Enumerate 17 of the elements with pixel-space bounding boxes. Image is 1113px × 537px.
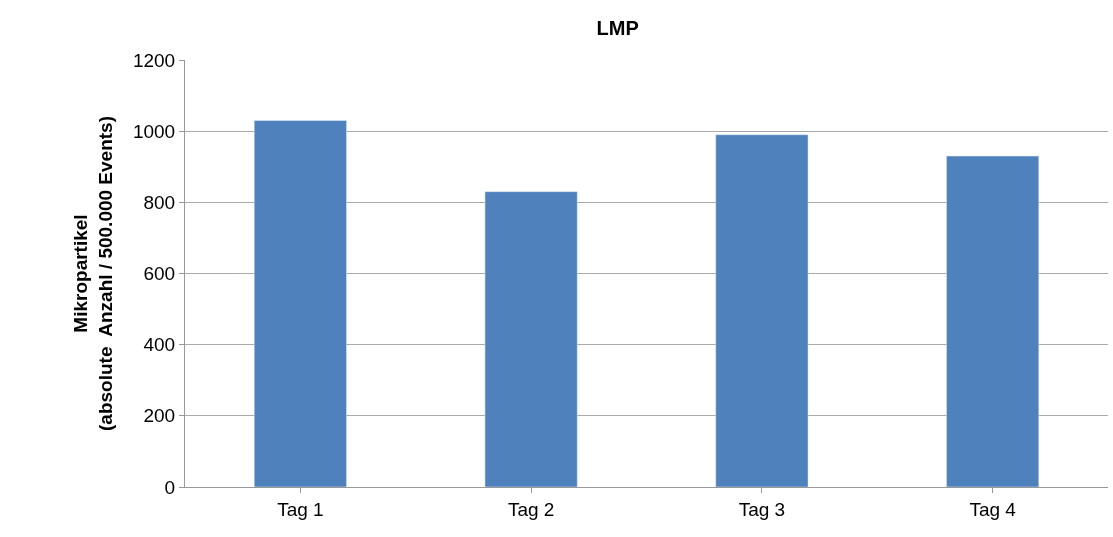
- x-tick-label: Tag 4: [969, 498, 1017, 520]
- y-tick-label: 200: [143, 405, 176, 427]
- x-tick-label: Tag 3: [738, 498, 786, 520]
- bar: [253, 120, 347, 487]
- y-tick-label: 1000: [132, 120, 176, 142]
- y-tick-label: 800: [143, 191, 176, 213]
- y-tick-label: 600: [143, 263, 176, 285]
- bar: [946, 155, 1040, 487]
- y-tick-label: 400: [143, 334, 176, 356]
- bar: [715, 134, 809, 487]
- bar: [484, 191, 578, 487]
- y-tick-label: 0: [164, 476, 176, 498]
- y-axis-title: Mikropartikel (absolute Anzahl / 500.000 Events): [70, 115, 116, 432]
- x-tick-label: Tag 1: [277, 498, 324, 520]
- y-tick-label: 1200: [132, 49, 176, 71]
- x-tick-label: Tag 2: [507, 498, 555, 520]
- chart-title: LMP: [596, 17, 639, 40]
